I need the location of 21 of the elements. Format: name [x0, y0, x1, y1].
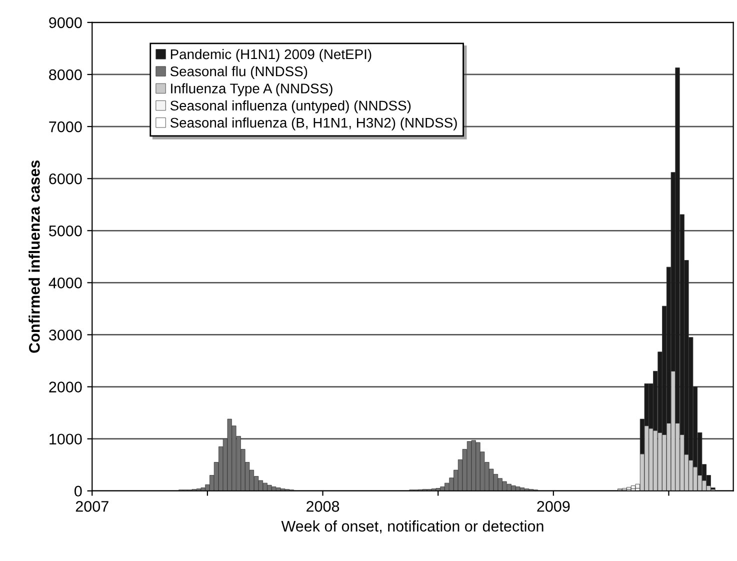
- y-axis-title: Confirmed influenza cases: [28, 160, 40, 353]
- y-tick-label: 3000: [49, 330, 82, 340]
- y-tick-label: 9000: [49, 17, 82, 28]
- x-tick-label: 2009: [537, 501, 570, 512]
- y-tick-label: 2000: [49, 382, 82, 392]
- x-axis-title: Week of onset, notification or detection: [281, 520, 544, 534]
- legend-label: Influenza Type A (NNDSS): [171, 83, 332, 96]
- y-tick-label: 8000: [49, 69, 82, 80]
- y-tick-label: 4000: [48, 278, 82, 288]
- legend-label: Seasonal influenza (untyped) (NNDSS): [170, 100, 411, 114]
- y-tick-label: 6000: [49, 173, 82, 184]
- legend-label: Pandemic (H1N1) 2009 (NetEPI): [170, 48, 372, 62]
- bar: [200, 488, 206, 491]
- y-tick-label: 7000: [49, 121, 82, 132]
- y-tick-label: 0: [74, 486, 82, 497]
- legend-label: Seasonal flu (NNDSS): [170, 66, 308, 80]
- y-tick-label: 1000: [50, 434, 82, 445]
- legend-label: Seasonal influenza (B, H1N1, H3N2) (NNDSS): [170, 117, 457, 130]
- y-tick-label: 5000: [49, 226, 82, 236]
- x-tick-label: 2008: [306, 501, 340, 512]
- x-tick-label: 2007: [76, 501, 108, 512]
